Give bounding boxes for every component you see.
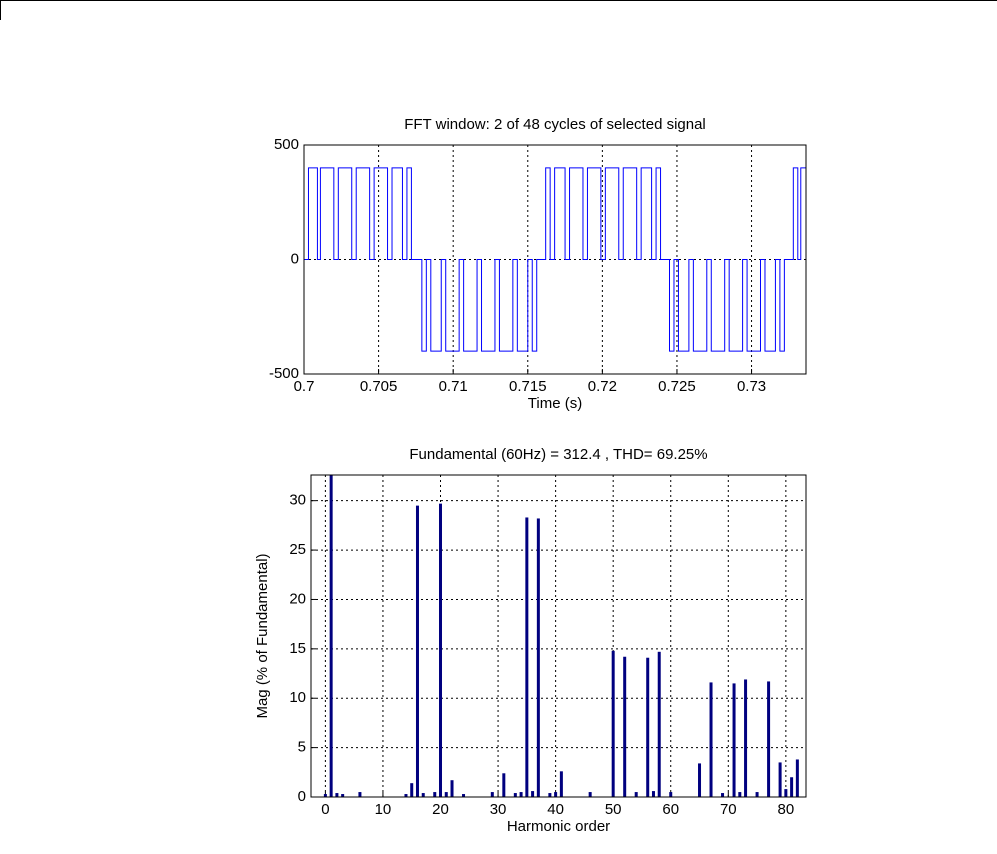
bar (732, 683, 736, 797)
x-tick-label: 0.715 (509, 378, 547, 395)
x-axis-label: Time (s) (528, 395, 582, 412)
x-tick-label: 0.71 (439, 378, 468, 395)
bar (744, 679, 748, 797)
plot-area (311, 475, 806, 797)
bar (421, 793, 425, 797)
bar (404, 794, 408, 797)
x-tick-label: 50 (605, 801, 622, 818)
bar (755, 792, 759, 797)
x-tick-label: 0.7 (294, 378, 315, 395)
bar (490, 792, 494, 797)
x-tick-label: 60 (662, 801, 679, 818)
y-tick-label: 5 (298, 739, 306, 756)
bar (646, 657, 650, 797)
bar (450, 780, 454, 797)
bar (634, 792, 638, 797)
bar (531, 791, 535, 797)
bar (611, 650, 615, 797)
bar (502, 773, 506, 797)
x-tick-label: 20 (432, 801, 449, 818)
bar (358, 792, 362, 797)
bar (335, 793, 339, 797)
bar (669, 792, 673, 797)
y-tick-label: 30 (289, 492, 306, 509)
bar (623, 656, 627, 797)
bar (548, 793, 552, 797)
bar (559, 771, 563, 797)
bar (738, 792, 742, 797)
bar (410, 783, 414, 797)
bar (513, 793, 517, 797)
bar (698, 763, 702, 797)
bar (462, 794, 466, 797)
marks (323, 475, 799, 797)
bar (444, 792, 448, 797)
bar (651, 791, 655, 797)
signal-line (304, 167, 806, 352)
chart-title: Fundamental (60Hz) = 312.4 , THD= 69.25% (409, 446, 707, 463)
y-tick-label: 10 (289, 689, 306, 706)
x-tick-label: 0.72 (588, 378, 617, 395)
bar (323, 794, 327, 797)
bar (784, 789, 788, 797)
y-tick-label: 15 (289, 640, 306, 657)
bar (795, 759, 799, 797)
x-tick-label: 0 (321, 801, 329, 818)
chart-title: FFT window: 2 of 48 cycles of selected s… (404, 116, 706, 133)
x-tick-label: 80 (778, 801, 795, 818)
y-tick-label: 20 (289, 590, 306, 607)
bar (341, 794, 345, 797)
x-tick-label: 70 (720, 801, 737, 818)
y-axis-label: Mag (% of Fundamental) (254, 553, 271, 718)
bar (536, 518, 540, 797)
marks (304, 167, 806, 352)
bar (519, 792, 523, 797)
bar (767, 681, 771, 797)
bar (709, 682, 713, 797)
bar (329, 475, 333, 797)
y-tick-label: 500 (274, 136, 299, 153)
axes-frame (310, 474, 807, 798)
x-tick-label: 0.705 (360, 378, 398, 395)
bar (433, 792, 437, 797)
x-tick-label: 0.725 (658, 378, 696, 395)
bar (525, 517, 529, 797)
bar (657, 651, 661, 797)
x-axis-label: Harmonic order (507, 818, 610, 835)
x-tick-label: 40 (547, 801, 564, 818)
bar (588, 792, 592, 797)
x-tick-label: 0.73 (737, 378, 766, 395)
y-tick-label: 0 (291, 250, 299, 267)
y-tick-label: 0 (298, 788, 306, 805)
x-tick-label: 30 (490, 801, 507, 818)
bar (415, 505, 419, 797)
axes-frame (303, 144, 807, 375)
bar (790, 777, 794, 797)
bar (439, 503, 443, 797)
bar (554, 792, 558, 797)
y-tick-label: -500 (269, 365, 299, 382)
y-tick-label: 25 (289, 541, 306, 558)
x-tick-label: 10 (375, 801, 392, 818)
bar (778, 762, 782, 797)
bar (721, 793, 725, 797)
